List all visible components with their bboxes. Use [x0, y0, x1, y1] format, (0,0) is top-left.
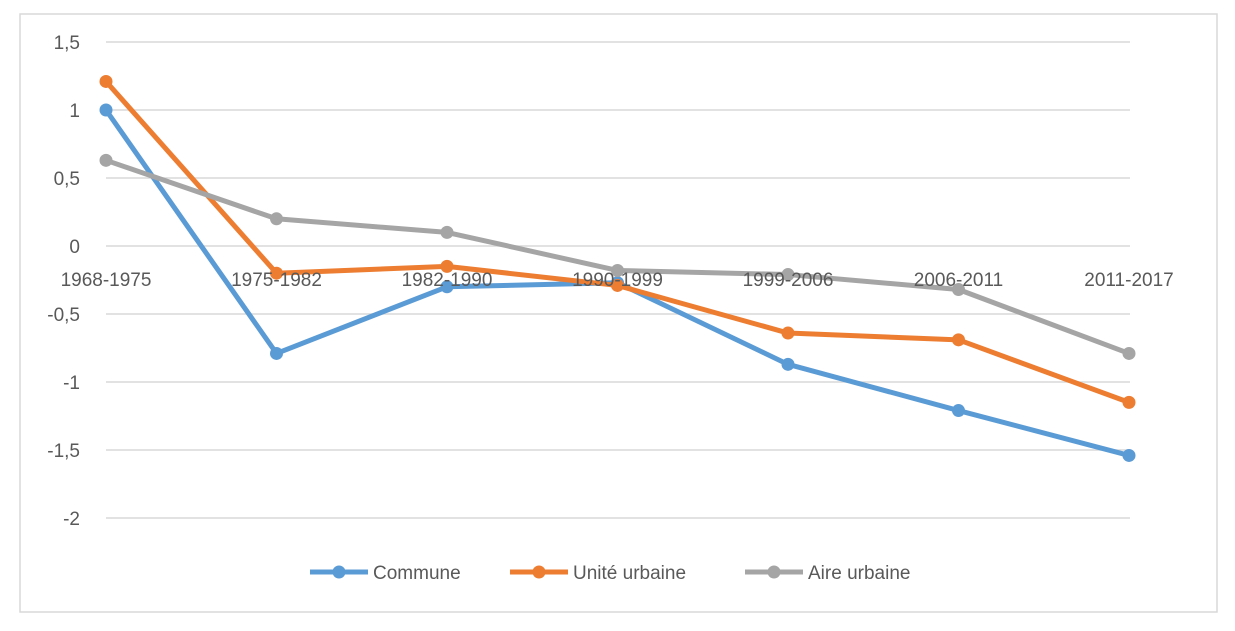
- data-point: [781, 357, 795, 371]
- x-tick-label: 2006-2011: [914, 270, 1003, 291]
- data-point: [952, 333, 965, 347]
- x-tick-label: 1968-1975: [61, 270, 152, 291]
- data-point: [611, 278, 624, 292]
- y-tick-label: 0: [69, 237, 80, 258]
- y-tick-label: -2: [63, 509, 80, 530]
- legend-label: Unité urbaine: [573, 563, 686, 584]
- y-tick-label: 1: [69, 101, 80, 122]
- x-tick-label: 1975-1982: [231, 270, 322, 291]
- data-point: [952, 404, 965, 418]
- data-point: [440, 259, 454, 273]
- data-point: [781, 268, 795, 282]
- data-point: [781, 326, 795, 340]
- data-point: [611, 263, 624, 277]
- data-point: [99, 153, 113, 167]
- legend-label: Commune: [373, 563, 461, 584]
- data-point: [270, 346, 283, 360]
- data-point: [270, 266, 283, 280]
- data-point: [952, 283, 965, 297]
- data-point: [1122, 346, 1136, 360]
- data-point: [270, 212, 283, 226]
- legend-marker: [332, 565, 346, 579]
- x-tick-label: 2011-2017: [1084, 270, 1173, 291]
- legend-marker: [767, 565, 781, 579]
- chart-border: [19, 13, 1218, 613]
- x-tick-label: 1999-2006: [743, 270, 834, 291]
- x-tick-label: 1982-1990: [402, 270, 493, 291]
- y-tick-label: 1,5: [54, 33, 80, 54]
- data-point: [1122, 448, 1136, 462]
- data-point: [440, 225, 454, 239]
- legend-marker: [532, 565, 546, 579]
- legend-label: Aire urbaine: [808, 563, 910, 584]
- data-point: [99, 103, 113, 117]
- y-tick-label: 0,5: [54, 169, 80, 190]
- data-point: [99, 74, 113, 88]
- y-tick-label: -1: [63, 373, 80, 394]
- data-point: [440, 280, 454, 294]
- y-tick-label: -0,5: [47, 305, 80, 326]
- x-tick-label: 1990-1999: [572, 270, 663, 291]
- data-point: [1122, 395, 1136, 409]
- y-tick-label: -1,5: [47, 441, 80, 462]
